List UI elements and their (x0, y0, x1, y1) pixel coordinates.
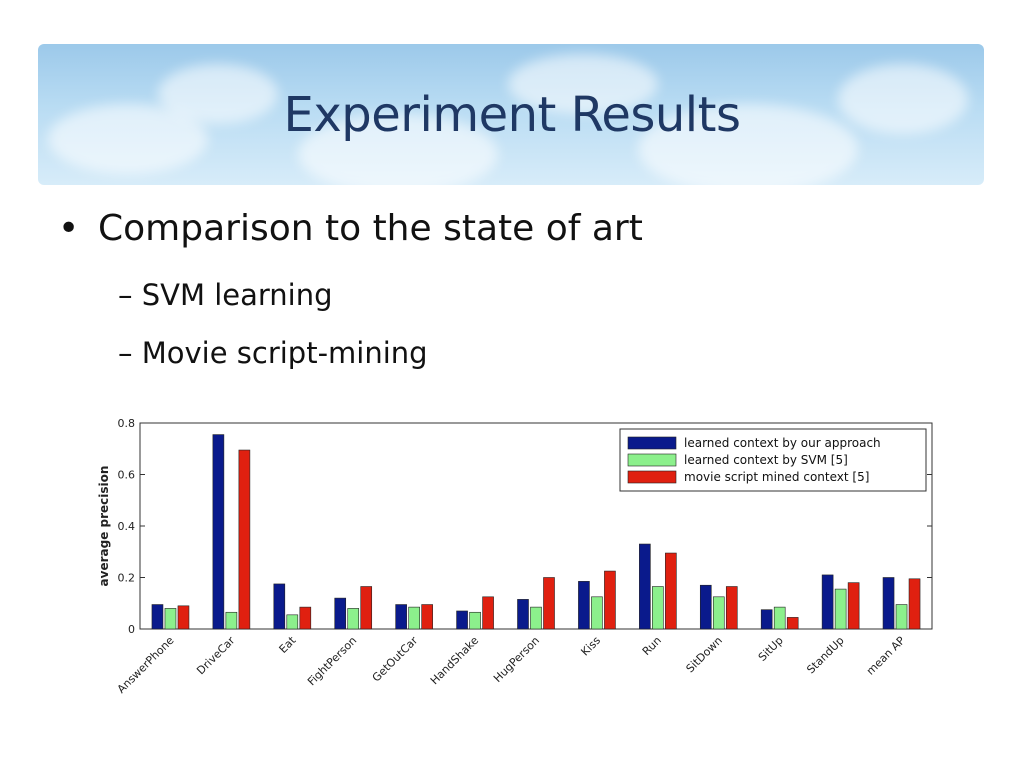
legend-entry: movie script mined context [5] (684, 470, 869, 484)
y-tick-label: 0.8 (118, 417, 136, 430)
bar (712, 596, 725, 630)
x-tick-label: Eat (276, 633, 298, 655)
bar (699, 584, 712, 630)
bar (225, 611, 238, 630)
bar (395, 604, 407, 630)
bar (895, 604, 908, 630)
bar-chart: 0 0.2 0.4 0.6 0.8 average precision AnswerPhon… (90, 405, 940, 735)
bar (456, 610, 468, 630)
x-tick-label: Kiss (578, 634, 603, 659)
x-tick-label: StandUp (804, 634, 846, 676)
bullet-item: • Comparison to the state of art (58, 208, 643, 249)
bar (760, 609, 773, 630)
bar (517, 599, 529, 630)
bar (786, 617, 799, 630)
bar (591, 596, 603, 630)
bar (212, 434, 225, 630)
x-tick-label: AnswerPhone (115, 634, 177, 696)
bar (530, 606, 542, 630)
legend-swatch (627, 453, 677, 467)
legend-entry: learned context by SVM [5] (684, 453, 848, 467)
bar (286, 614, 299, 630)
y-axis-label: average precision (97, 466, 111, 587)
bar (299, 606, 312, 630)
x-tick-label: HandShake (428, 634, 481, 687)
bar (834, 588, 847, 630)
sub-bullet-movie-script: – Movie script-mining (118, 336, 428, 370)
slide-title: Experiment Results (283, 86, 741, 143)
bar (273, 583, 286, 630)
sub-bullet-svm: – SVM learning (118, 278, 333, 312)
bar (725, 586, 738, 630)
bar (604, 570, 616, 630)
chart-svg: 0 0.2 0.4 0.6 0.8 average precision AnswerPhon… (97, 417, 933, 696)
bar (773, 606, 786, 630)
bar (347, 608, 360, 630)
bar (421, 604, 433, 630)
bar (847, 582, 860, 630)
bar (821, 574, 834, 630)
bar (543, 577, 555, 630)
bar (334, 597, 347, 630)
bar (360, 586, 373, 630)
y-tick-label: 0 (128, 623, 135, 636)
y-tick-label: 0.4 (118, 520, 136, 533)
bullet-text: Comparison to the state of art (98, 208, 643, 249)
legend-swatch (627, 436, 677, 450)
x-tick-label: SitDown (684, 634, 725, 675)
x-tick-label: HugPerson (491, 634, 542, 685)
bar (164, 608, 177, 630)
x-tick-label: SitUp (756, 634, 786, 664)
bar (665, 552, 677, 630)
bullet-dot-icon: • (58, 208, 80, 249)
x-tick-label: FightPerson (305, 634, 359, 688)
x-tick-label: DriveCar (194, 634, 238, 678)
bar (578, 581, 590, 630)
legend-entry: learned context by our approach (684, 436, 881, 450)
bar (652, 586, 664, 630)
x-tick-label: Run (640, 634, 664, 658)
x-tick-label: GetOutCar (370, 634, 421, 685)
title-banner (38, 44, 984, 185)
bar (639, 543, 651, 630)
y-tick-label: 0.6 (118, 469, 136, 482)
bar (908, 578, 921, 630)
bar (882, 577, 895, 630)
bar (177, 605, 190, 630)
bar (408, 606, 420, 630)
bar (151, 604, 164, 630)
x-tick-label: mean AP (864, 634, 908, 678)
bar (238, 449, 251, 630)
bar (482, 596, 494, 630)
bar (469, 611, 481, 630)
y-tick-label: 0.2 (118, 572, 136, 585)
legend-swatch (627, 470, 677, 484)
